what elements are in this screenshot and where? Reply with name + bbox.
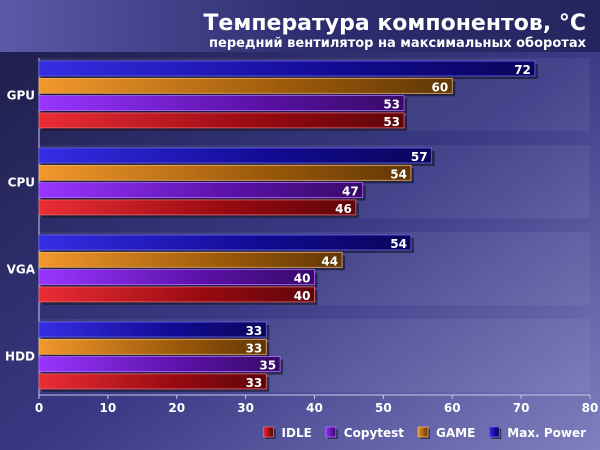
legend-swatch [488, 426, 500, 438]
x-tick-label: 40 [306, 401, 323, 415]
legend-label: GAME [436, 426, 475, 440]
x-tick-label: 50 [375, 401, 392, 415]
bar-value-label: 47 [342, 185, 359, 199]
bar-value-label: 53 [383, 98, 400, 112]
category-label: CPU [8, 176, 35, 190]
x-tick-label: 10 [100, 401, 117, 415]
title-band [0, 0, 600, 52]
x-tick-label: 80 [582, 401, 599, 415]
bar [38, 77, 453, 94]
bar-value-label: 33 [246, 376, 263, 390]
category-label: HDD [5, 350, 35, 364]
category-label: VGA [7, 263, 36, 277]
bar [38, 112, 405, 129]
legend-swatch [417, 426, 429, 438]
bar [38, 373, 267, 390]
chart-subtitle: передний вентилятор на максимальных обор… [209, 36, 587, 51]
x-tick-label: 70 [513, 401, 530, 415]
bar [38, 269, 315, 286]
x-tick-label: 30 [237, 401, 254, 415]
bar-value-label: 53 [383, 115, 400, 129]
legend-swatch [263, 426, 274, 438]
bar-value-label: 57 [411, 150, 428, 164]
bar [38, 199, 357, 216]
legend-label: Max. Power [507, 426, 586, 440]
bar-value-label: 44 [321, 254, 338, 268]
legend-label: Copytest [344, 426, 404, 440]
bar-value-label: 35 [259, 359, 276, 373]
bar [38, 251, 343, 268]
bar-value-label: 33 [246, 341, 263, 355]
legend-swatch [325, 426, 337, 438]
bar [38, 338, 267, 355]
x-tick-label: 0 [35, 401, 43, 415]
bar-value-label: 40 [294, 289, 311, 303]
bar [38, 234, 412, 251]
bar-value-label: 33 [246, 324, 263, 338]
bar [38, 182, 364, 199]
plot-area: 0 10 20 30 40 50 60 70 80 GPU 72 60 53 53 CPU 57 54 47 46 V… [5, 58, 598, 415]
bar [38, 321, 267, 338]
bar-value-label: 54 [390, 237, 407, 251]
bar-value-label: 60 [432, 80, 449, 94]
bar-value-label: 46 [335, 202, 352, 216]
bar-value-label: 54 [390, 167, 407, 181]
bar [38, 60, 536, 77]
bar [38, 147, 432, 164]
legend: Max. Power GAME Copytest IDLE [263, 426, 586, 440]
x-tick-label: 20 [168, 401, 185, 415]
bar [38, 286, 315, 303]
bar-value-label: 40 [294, 272, 311, 286]
legend-label: IDLE [282, 426, 312, 440]
chart-title: Температура компонентов, °C [203, 11, 586, 36]
bar [38, 356, 281, 373]
x-tick-label: 60 [444, 401, 461, 415]
bar-value-label: 72 [514, 63, 531, 77]
bar [38, 95, 405, 111]
category-label: GPU [7, 89, 35, 103]
bar [38, 164, 412, 181]
